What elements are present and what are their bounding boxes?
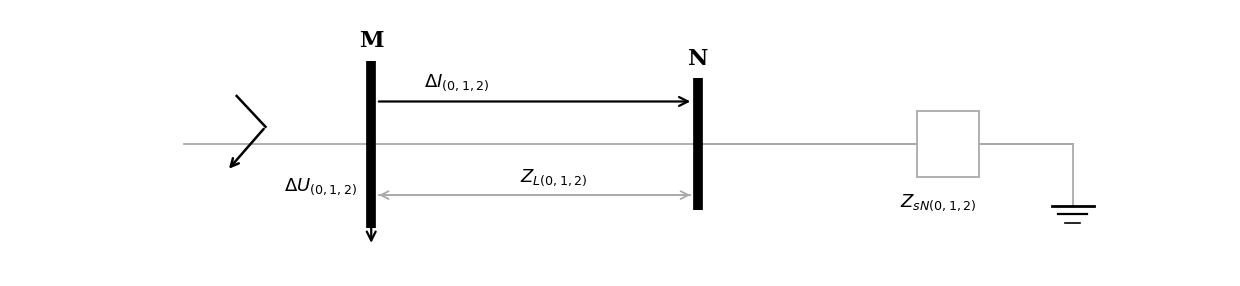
Text: $Z_{sN(0,1,2)}$: $Z_{sN(0,1,2)}$ [900,193,976,213]
Text: $Z_{L(0,1,2)}$: $Z_{L(0,1,2)}$ [520,168,588,188]
Text: N: N [688,47,708,69]
Text: $\Delta I_{(0,1,2)}$: $\Delta I_{(0,1,2)}$ [424,72,490,93]
Text: M: M [358,30,383,52]
Text: $\Delta U_{(0,1,2)}$: $\Delta U_{(0,1,2)}$ [284,176,357,196]
Bar [916,112,980,177]
